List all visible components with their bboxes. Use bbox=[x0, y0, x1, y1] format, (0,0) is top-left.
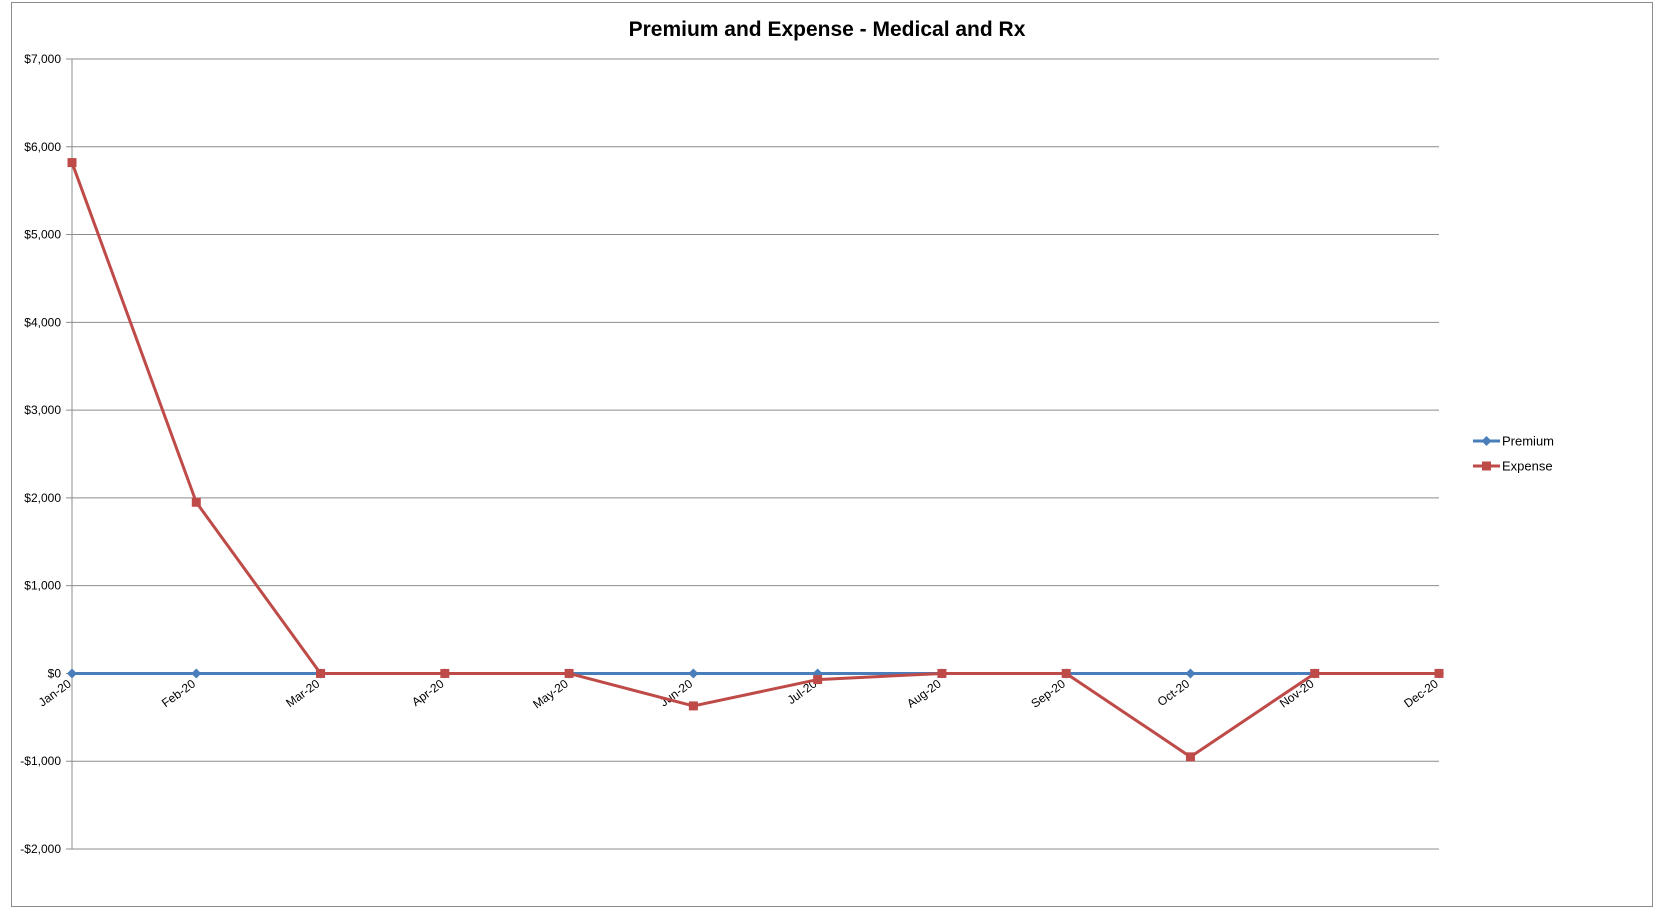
point-expense bbox=[1185, 752, 1195, 762]
x-tick-label: Oct-20 bbox=[1155, 676, 1193, 709]
point-expense bbox=[1434, 668, 1444, 678]
x-tick-label: Feb-20 bbox=[159, 676, 198, 710]
legend-label: Premium bbox=[1502, 434, 1554, 449]
x-tick-label: Apr-20 bbox=[409, 676, 447, 709]
y-tick-label: -$2,000 bbox=[20, 842, 61, 856]
point-expense bbox=[564, 668, 574, 678]
y-tick-label: -$1,000 bbox=[20, 754, 61, 768]
x-tick-label: May-20 bbox=[530, 676, 571, 711]
x-tick-label: Sep-20 bbox=[1028, 676, 1068, 710]
point-expense bbox=[191, 497, 201, 507]
point-premium bbox=[1185, 668, 1196, 679]
point-expense bbox=[688, 701, 698, 711]
y-tick-label: $0 bbox=[48, 666, 62, 680]
point-premium bbox=[67, 668, 77, 679]
point-expense bbox=[1061, 668, 1071, 678]
y-tick-label: $1,000 bbox=[24, 579, 61, 593]
point-expense bbox=[67, 158, 77, 168]
series-line-expense bbox=[70, 162, 1439, 759]
legend-marker bbox=[1482, 461, 1491, 471]
point-expense bbox=[813, 675, 823, 685]
point-expense bbox=[937, 668, 947, 678]
point-expense bbox=[1310, 668, 1320, 678]
x-tick-label: Dec-20 bbox=[1401, 676, 1441, 710]
legend-label: Expense bbox=[1502, 459, 1553, 474]
point-expense bbox=[440, 668, 450, 678]
y-tick-label: $4,000 bbox=[24, 315, 61, 329]
y-tick-label: $7,000 bbox=[24, 52, 61, 66]
chart-frame bbox=[11, 2, 1653, 907]
y-tick-label: $6,000 bbox=[24, 140, 61, 154]
y-tick-label: $3,000 bbox=[24, 403, 61, 417]
x-tick-label: Aug-20 bbox=[904, 676, 944, 710]
y-tick-label: $5,000 bbox=[24, 228, 61, 242]
point-premium bbox=[688, 668, 699, 679]
x-tick-label: Jan-20 bbox=[36, 676, 74, 709]
point-expense bbox=[316, 668, 326, 678]
y-tick-label: $2,000 bbox=[24, 491, 61, 505]
point-premium bbox=[191, 668, 202, 679]
x-tick-label: Mar-20 bbox=[283, 676, 322, 710]
legend-marker bbox=[1481, 436, 1492, 446]
chart-title: Premium and Expense - Medical and Rx bbox=[628, 18, 1026, 41]
